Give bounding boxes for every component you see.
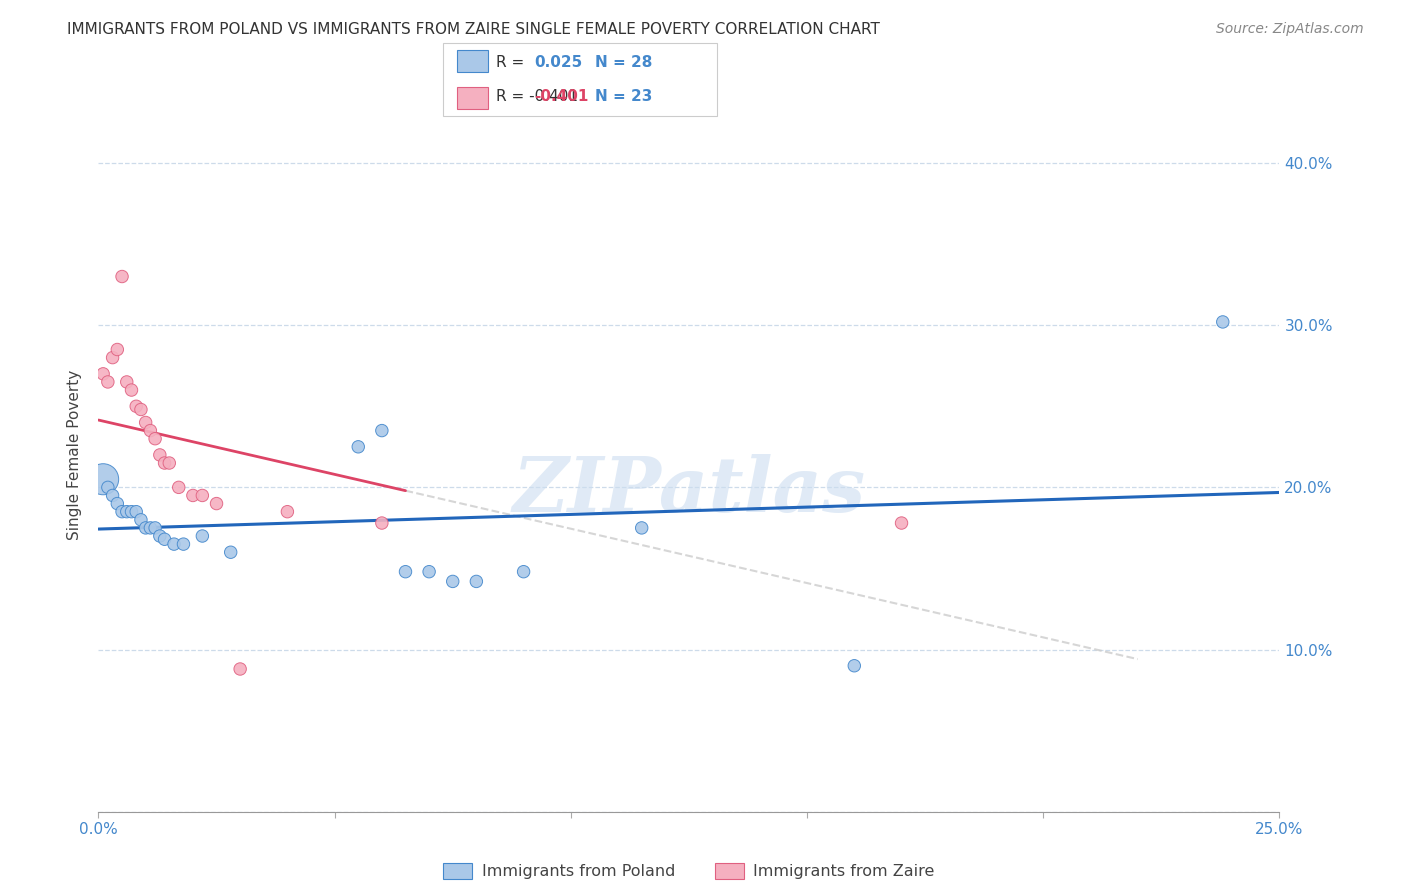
Point [91,367,114,381]
Point [101,488,124,502]
Point [121,383,143,397]
Point [143,432,166,446]
Point [512,565,534,579]
Point [630,521,652,535]
Point [441,574,464,589]
Point [111,269,134,284]
Point [135,416,157,430]
Point [229,662,252,676]
Text: R = -0.401: R = -0.401 [496,89,578,103]
Point [97,375,120,389]
Point [465,574,488,589]
Point [191,529,214,543]
Point [105,497,128,511]
Point [139,424,162,438]
Text: -0.401: -0.401 [534,89,589,103]
Text: Source: ZipAtlas.com: Source: ZipAtlas.com [1216,22,1364,37]
Point [135,521,157,535]
Point [97,480,120,494]
Point [844,658,866,673]
Point [890,516,912,530]
Point [276,505,298,519]
Point [91,472,114,486]
Legend: Immigrants from Poland, Immigrants from Zaire: Immigrants from Poland, Immigrants from … [437,856,941,886]
Point [129,402,152,417]
Point [153,533,176,547]
Point [143,521,166,535]
Point [101,351,124,365]
Point [153,456,176,470]
Text: ZIPatlas: ZIPatlas [512,454,866,527]
Text: R =: R = [496,55,530,70]
Point [149,529,172,543]
Point [191,488,214,502]
Point [125,505,148,519]
Point [371,516,394,530]
Point [181,488,204,502]
Point [394,565,416,579]
Point [129,513,152,527]
Text: 0.025: 0.025 [534,55,582,70]
Point [172,537,194,551]
Text: N = 28: N = 28 [595,55,652,70]
Point [139,521,162,535]
Y-axis label: Single Female Poverty: Single Female Poverty [67,370,83,540]
Point [115,375,138,389]
Point [418,565,440,579]
Point [121,505,143,519]
Text: IMMIGRANTS FROM POLAND VS IMMIGRANTS FROM ZAIRE SINGLE FEMALE POVERTY CORRELATIO: IMMIGRANTS FROM POLAND VS IMMIGRANTS FRO… [67,22,880,37]
Point [163,537,186,551]
Point [167,480,190,494]
Point [115,505,138,519]
Text: N = 23: N = 23 [595,89,652,103]
Point [157,456,180,470]
Point [205,497,228,511]
Point [125,399,148,413]
Point [1212,315,1234,329]
Point [347,440,370,454]
Point [371,424,394,438]
Point [111,505,134,519]
Point [149,448,172,462]
Point [105,343,128,357]
Point [219,545,242,559]
